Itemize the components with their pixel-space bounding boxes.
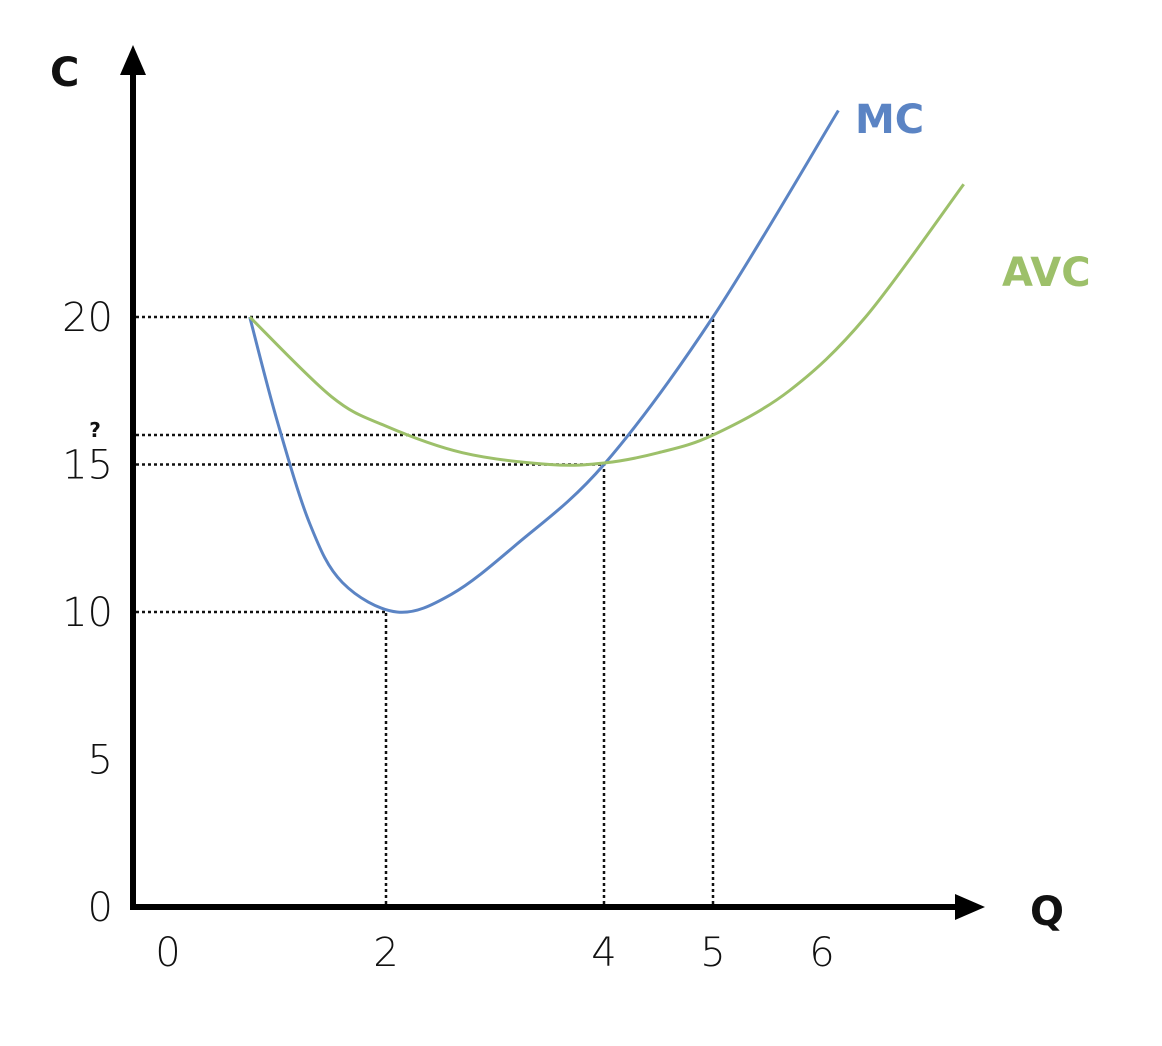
y-tick-label: 10 <box>62 590 113 636</box>
y-tick-label: 5 <box>88 738 113 784</box>
mc-curve <box>248 109 840 614</box>
reference-lines <box>136 315 715 904</box>
avc-label: AVC <box>1002 250 1091 296</box>
y-axis-arrow-icon <box>120 45 146 75</box>
x-tick-label: 6 <box>809 930 834 976</box>
x-axis-label: Q <box>1030 889 1064 935</box>
mc-label: MC <box>855 97 924 143</box>
y-tick-label: 20 <box>62 295 113 341</box>
y-axis-label: C <box>50 50 79 96</box>
x-tick-label: 0 <box>155 930 180 976</box>
x-axis-arrow-icon <box>955 894 985 920</box>
y-tick-labels: 0 5 10 15 20 <box>62 295 113 931</box>
curves <box>248 109 965 614</box>
x-tick-label: 4 <box>591 930 616 976</box>
y-unknown-marker: ? <box>89 418 101 442</box>
x-tick-label: 2 <box>373 930 398 976</box>
y-tick-label: 0 <box>88 885 113 931</box>
x-tick-labels: 0 2 4 5 6 <box>155 930 834 976</box>
y-tick-label: 15 <box>62 443 113 489</box>
avc-curve <box>248 183 965 467</box>
x-tick-label: 5 <box>700 930 725 976</box>
